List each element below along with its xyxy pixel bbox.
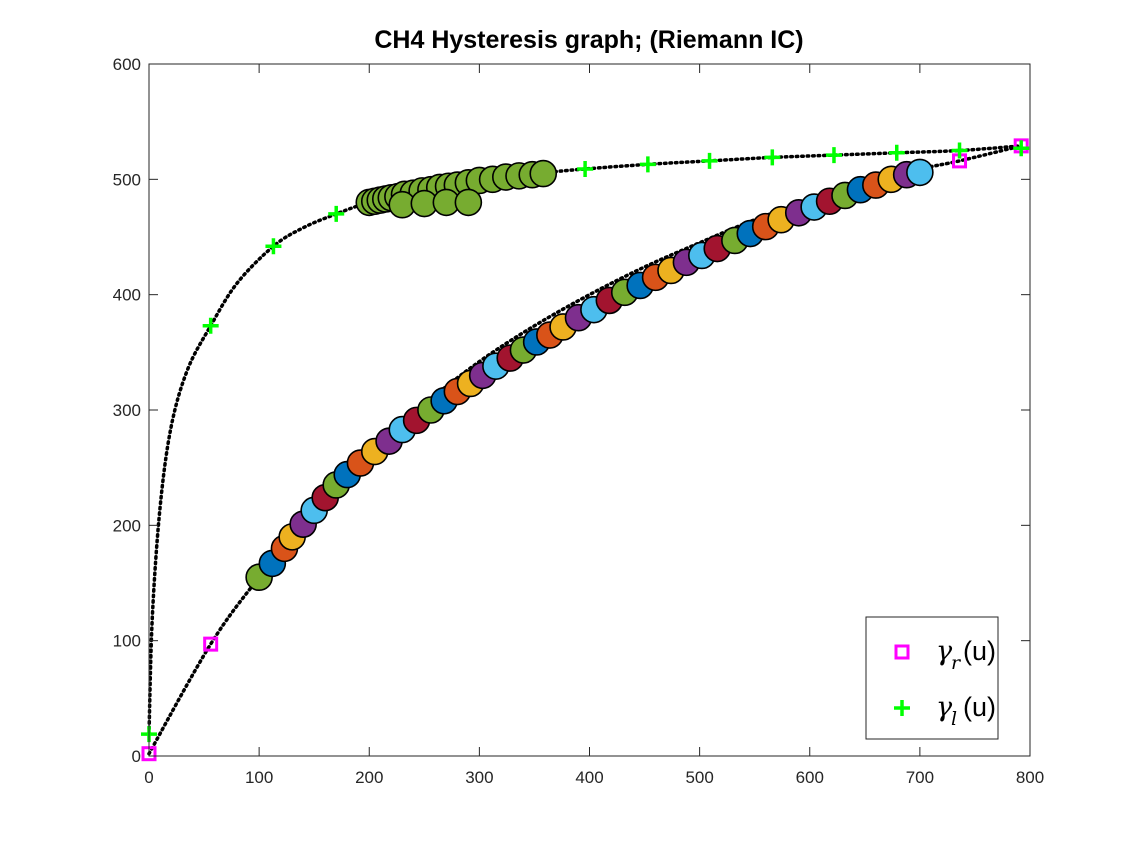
gamma-l-point — [701, 152, 718, 169]
legend-symbol: γ — [936, 692, 953, 723]
y-tick-label: 100 — [113, 632, 141, 651]
legend-box — [865, 616, 999, 740]
x-tick-label: 200 — [355, 768, 383, 787]
wave-point — [529, 159, 558, 188]
legend-symbol: γ — [936, 636, 953, 667]
legend-subscript: r — [951, 652, 962, 674]
gamma-r-point — [203, 636, 219, 652]
x-tick-label: 400 — [575, 768, 603, 787]
chart-title: CH4 Hysteresis graph; (Riemann IC) — [374, 26, 803, 54]
y-tick-label: 0 — [132, 747, 141, 766]
gamma-l-point — [639, 156, 656, 173]
gamma-l-point — [825, 147, 842, 164]
x-tick-label: 300 — [465, 768, 493, 787]
wave-point — [454, 188, 483, 217]
x-tick-label: 700 — [906, 768, 934, 787]
x-tick-label: 0 — [144, 768, 153, 787]
gamma-l-point — [764, 149, 781, 166]
gamma-l-point — [265, 238, 282, 255]
x-tick-label: 500 — [685, 768, 713, 787]
gamma-l-point — [202, 317, 219, 334]
legend-square-marker — [894, 644, 910, 660]
marker-layer — [141, 138, 1030, 762]
y-tick-label: 500 — [113, 170, 141, 189]
y-tick-label: 300 — [113, 401, 141, 420]
circle-layer — [245, 158, 934, 592]
legend-argument: (u) — [963, 692, 996, 722]
gamma-l-point — [328, 205, 345, 222]
gamma-l-point — [577, 160, 594, 177]
gamma-l-point — [1013, 140, 1030, 157]
y-tick-label: 400 — [113, 286, 141, 305]
legend-plus-marker — [894, 700, 910, 716]
x-tick-label: 100 — [245, 768, 273, 787]
legend: γr (u)γl (u) — [865, 616, 999, 740]
legend-argument: (u) — [963, 636, 996, 666]
legend-subscript: l — [951, 708, 957, 730]
y-tick-label: 600 — [113, 55, 141, 74]
x-tick-label: 800 — [1016, 768, 1044, 787]
gamma-l-point — [888, 144, 905, 161]
gamma-l-point — [951, 142, 968, 159]
y-tick-label: 200 — [113, 516, 141, 535]
x-tick-label: 600 — [796, 768, 824, 787]
tick-layer: 0 100 200 300 400 500 600 700 800 0 100 200 300 400 50… — [113, 55, 1045, 787]
wave-point — [906, 158, 934, 187]
